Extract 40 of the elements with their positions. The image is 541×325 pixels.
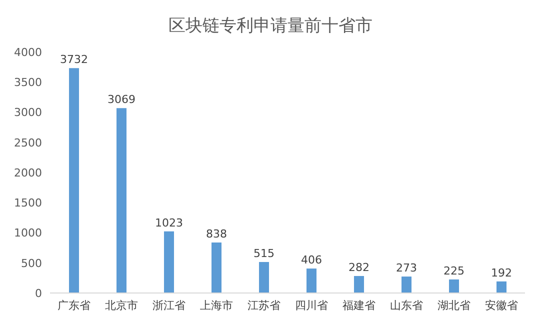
y-tick-label: 4000 <box>14 46 42 59</box>
y-tick-label: 0 <box>35 286 42 300</box>
x-tick-label: 浙江省 <box>152 298 186 312</box>
data-label: 406 <box>301 254 322 267</box>
y-tick-label: 3500 <box>14 76 42 90</box>
y-tick-label: 2000 <box>14 166 42 180</box>
x-tick-label: 四川省 <box>294 298 328 312</box>
x-tick-label: 福建省 <box>342 298 376 312</box>
bar <box>259 262 269 293</box>
bar <box>69 68 79 293</box>
y-tick-label: 2500 <box>14 136 42 150</box>
bar <box>306 268 316 293</box>
bar <box>449 279 459 293</box>
y-tick-label: 1500 <box>14 196 42 210</box>
x-tick-label: 安徽省 <box>484 298 518 312</box>
x-tick-label: 山东省 <box>390 298 423 312</box>
data-label: 273 <box>396 262 417 275</box>
x-tick-label: 江苏省 <box>247 298 280 312</box>
x-tick-label: 湖北省 <box>437 298 470 312</box>
data-label: 282 <box>348 261 370 274</box>
bar <box>212 242 222 293</box>
data-label: 1023 <box>155 216 183 230</box>
data-label: 192 <box>491 266 512 280</box>
x-tick-label: 广东省 <box>57 298 90 312</box>
y-tick-label: 500 <box>21 256 42 270</box>
chart-title: 区块链专利申请量前十省市 <box>168 15 374 38</box>
bar <box>354 276 364 293</box>
data-label: 225 <box>444 264 464 278</box>
data-label: 3069 <box>108 93 136 106</box>
y-tick-label: 1000 <box>14 226 42 240</box>
data-label: 3732 <box>60 53 88 66</box>
bar <box>402 276 412 293</box>
bar <box>496 281 506 293</box>
x-tick-label: 上海市 <box>200 298 233 312</box>
bar <box>116 108 126 293</box>
bar <box>164 231 174 293</box>
data-label: 838 <box>206 228 227 241</box>
data-label: 515 <box>254 246 274 260</box>
y-tick-label: 3000 <box>14 106 42 120</box>
x-tick-label: 北京市 <box>104 298 138 312</box>
